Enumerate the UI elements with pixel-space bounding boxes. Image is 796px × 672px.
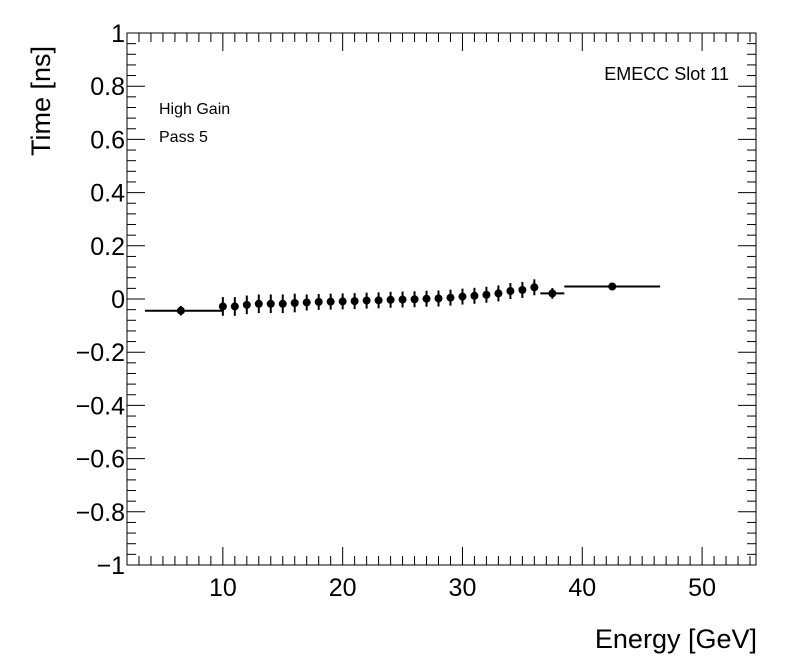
data-point: [362, 292, 371, 309]
data-point: [338, 293, 347, 310]
y-axis-title: Time [ns]: [26, 46, 56, 156]
data-point: [482, 286, 491, 303]
y-tick-label: 0.6: [90, 126, 125, 154]
data-point: [410, 291, 419, 308]
data-marker: [362, 296, 371, 305]
data-point: [470, 287, 479, 304]
data-point: [386, 291, 395, 308]
data-marker: [350, 297, 359, 306]
x-tick-label: 30: [449, 574, 477, 602]
data-marker: [314, 297, 323, 306]
data-marker: [338, 297, 347, 306]
y-tick-label: 0.8: [90, 73, 125, 101]
data-point: [446, 289, 455, 306]
data-point: [144, 305, 223, 316]
y-tick-label: −0.8: [76, 499, 125, 527]
data-marker: [422, 294, 431, 303]
data-point: [518, 281, 527, 298]
data-marker: [374, 296, 383, 305]
y-tick-label: −1: [96, 552, 125, 580]
data-point: [434, 290, 443, 307]
data-marker: [548, 289, 557, 298]
y-tick-label: −0.4: [76, 392, 125, 420]
data-point: [314, 293, 323, 310]
data-marker: [446, 293, 455, 302]
x-axis-title: Energy [GeV]: [595, 624, 757, 654]
data-marker: [434, 294, 443, 303]
pass-annotation: Pass 5: [159, 129, 208, 146]
data-marker: [302, 298, 311, 307]
data-marker: [608, 282, 617, 291]
data-marker: [290, 298, 299, 307]
data-point: [278, 294, 287, 314]
data-marker: [506, 287, 515, 296]
data-point: [290, 293, 299, 313]
data-point: [564, 282, 661, 291]
y-tick-label: 1: [111, 20, 125, 48]
data-marker: [254, 299, 263, 308]
y-tick-label: −0.2: [76, 339, 125, 367]
data-point: [242, 295, 251, 315]
x-tick-label: 40: [568, 574, 596, 602]
y-tick-label: 0.4: [90, 180, 125, 208]
data-point: [458, 288, 467, 305]
data-marker: [470, 291, 479, 300]
data-marker: [266, 299, 275, 308]
data-point: [530, 279, 539, 296]
data-marker: [230, 302, 239, 311]
data-marker: [176, 306, 185, 315]
data-point: [374, 292, 383, 309]
data-marker: [386, 295, 395, 304]
data-marker: [278, 299, 287, 308]
y-tick-label: −0.6: [76, 446, 125, 474]
data-marker: [398, 295, 407, 304]
x-tick-label: 10: [209, 574, 237, 602]
data-point: [326, 293, 335, 310]
slot-annotation: EMECC Slot 11: [604, 64, 729, 84]
y-tick-label: 0.2: [90, 233, 125, 261]
data-point: [302, 294, 311, 311]
x-tick-label: 50: [688, 574, 716, 602]
data-marker: [410, 295, 419, 304]
data-point: [230, 297, 239, 316]
data-point: [494, 285, 503, 302]
data-marker: [518, 285, 527, 294]
y-tick-label: 0: [111, 286, 125, 314]
data-marker: [458, 292, 467, 301]
data-marker: [482, 290, 491, 299]
data-point: [218, 297, 227, 316]
data-marker: [530, 283, 539, 292]
data-marker: [242, 300, 251, 309]
data-marker: [494, 289, 503, 298]
data-marker: [218, 302, 227, 311]
data-point: [254, 294, 263, 314]
data-point: [422, 290, 431, 307]
data-point: [506, 283, 515, 299]
data-point: [398, 291, 407, 308]
data-point: [540, 288, 565, 299]
data-point: [350, 293, 359, 310]
data-point: [266, 294, 275, 314]
gain-annotation: High Gain: [159, 101, 230, 118]
data-marker: [326, 297, 335, 306]
x-tick-label: 20: [329, 574, 357, 602]
